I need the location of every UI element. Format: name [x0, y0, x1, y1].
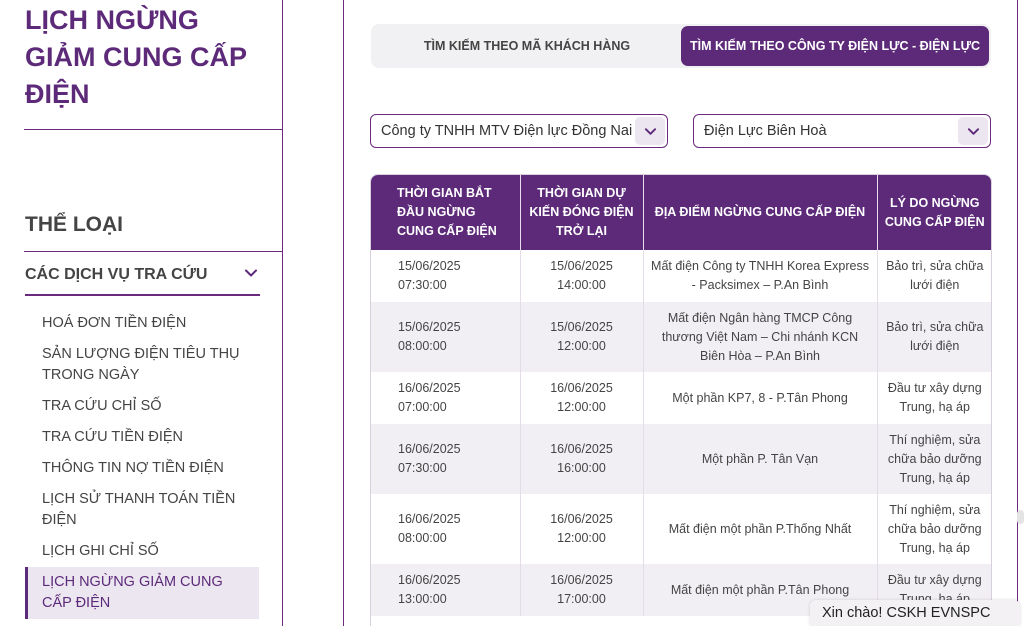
cell-location: Mất điện một phần P.Thống Nhất — [643, 494, 878, 564]
sidebar-item[interactable]: TRA CỨU CHỈ SỐ — [42, 398, 162, 414]
cell-start-time: 16/06/2025 13:00:00 — [371, 564, 521, 616]
main-panel — [343, 0, 1018, 626]
tab-search-by-company[interactable]: TÌM KIẾM THEO CÔNG TY ĐIỆN LỰC - ĐIỆN LỰ… — [681, 26, 989, 66]
sidebar-item[interactable]: LỊCH NGỪNG GIẢM CUNG CẤP ĐIỆN — [25, 567, 259, 619]
sidebar-item[interactable]: HOÁ ĐƠN TIỀN ĐIỆN — [42, 315, 187, 331]
column-header-start-time: Thời gian bắt đầu ngừng cung cấp điện — [371, 175, 521, 250]
cell-end-time: 16/06/2025 17:00:00 — [520, 564, 644, 616]
sidebar-divider — [24, 129, 283, 130]
company-select[interactable]: Công ty TNHH MTV Điện lực Đồng Nai — [370, 114, 668, 148]
table-header-row: Thời gian bắt đầu ngừng cung cấp điện Th… — [371, 175, 991, 250]
sidebar-item[interactable]: LỊCH GHI CHỈ SỐ — [42, 543, 159, 559]
accordion-label: CÁC DỊCH VỤ TRA CỨU — [25, 266, 208, 283]
tab-search-by-customer[interactable]: TÌM KIẾM THEO MÃ KHÁCH HÀNG — [423, 39, 631, 53]
cell-start-time: 15/06/2025 07:30:00 — [371, 250, 521, 302]
category-heading: THỂ LOẠI — [25, 213, 123, 236]
cell-location: Một phần P. Tân Vạn — [643, 424, 878, 494]
lookup-menu: HOÁ ĐƠN TIỀN ĐIỆN SẢN LƯỢNG ĐIỆN TIÊU THỤ… — [25, 308, 259, 619]
sidebar-item[interactable]: THÔNG TIN NỢ TIỀN ĐIỆN — [42, 460, 224, 476]
category-divider — [24, 251, 283, 252]
table-row: 15/06/2025 07:30:00 15/06/2025 14:00:00 Mấ… — [371, 250, 991, 302]
sidebar-item[interactable]: SẢN LƯỢNG ĐIỆN TIÊU THỤ TRONG NGÀY — [42, 346, 240, 383]
column-header-end-time: Thời gian dự kiến đóng điện trở lại — [520, 175, 644, 250]
sidebar-item[interactable]: LỊCH SỬ THANH TOÁN TIỀN ĐIỆN — [42, 491, 236, 528]
outage-schedule-table-container: Thời gian bắt đầu ngừng cung cấp điện Th… — [370, 174, 992, 626]
table-row: 16/06/2025 08:00:00 16/06/2025 12:00:00 Mấ… — [371, 494, 991, 564]
chevron-down-icon — [245, 269, 257, 277]
table-row: 16/06/2025 07:30:00 16/06/2025 16:00:00 Mộ… — [371, 424, 991, 494]
company-select-toggle[interactable] — [635, 117, 665, 145]
cell-end-time: 15/06/2025 12:00:00 — [520, 302, 644, 372]
table-row: 15/06/2025 08:00:00 15/06/2025 12:00:00 Mấ… — [371, 302, 991, 372]
cell-start-time: 16/06/2025 07:00:00 — [371, 372, 521, 424]
cell-end-time: 15/06/2025 14:00:00 — [520, 250, 644, 302]
accordion-lookup-services[interactable]: CÁC DỊCH VỤ TRA CỨU — [25, 261, 260, 296]
cell-reason: Đầu tư xây dựng Trung, hạ áp — [887, 381, 982, 414]
sidebar-item[interactable]: TRA CỨU TIỀN ĐIỆN — [42, 429, 184, 445]
chevron-down-icon — [644, 127, 656, 135]
cell-reason: Thí nghiệm, sửa chữa bảo dưỡng Trung, hạ… — [877, 424, 991, 494]
cell-end-time: 16/06/2025 16:00:00 — [520, 424, 644, 494]
branch-select-value: Điện Lực Biên Hoà — [704, 123, 827, 139]
cell-end-time: 16/06/2025 12:00:00 — [520, 494, 644, 564]
page-title: Lịch ngừng giảm cung cấp điện — [25, 5, 247, 109]
column-header-reason: Lý do ngừng cung cấp điện — [877, 175, 991, 250]
branch-select[interactable]: Điện Lực Biên Hoà — [693, 114, 991, 148]
sidebar: Lịch ngừng giảm cung cấp điện THỂ LOẠI C… — [0, 0, 283, 626]
cell-start-time: 16/06/2025 07:30:00 — [371, 424, 521, 494]
table-row: 16/06/2025 07:00:00 16/06/2025 12:00:00 Mộ… — [371, 372, 991, 424]
chat-support-button[interactable]: Xin chào! CSKH EVNSPC — [810, 600, 1020, 626]
scrollbar-handle[interactable] — [1017, 510, 1024, 524]
cell-location: Một phần KP7, 8 - P.Tân Phong — [643, 372, 878, 424]
cell-end-time: 16/06/2025 12:00:00 — [520, 372, 644, 424]
chevron-down-icon — [967, 127, 979, 135]
cell-reason: Bảo trì, sửa chữa lưới điện — [886, 259, 984, 292]
cell-location: Mất điện Ngân hàng TMCP Công thương Việt… — [643, 302, 878, 372]
column-header-location: Địa điểm ngừng cung cấp điện — [643, 175, 878, 250]
search-tabs: TÌM KIẾM THEO MÃ KHÁCH HÀNG TÌM KIẾM THE… — [371, 24, 991, 68]
outage-schedule-table: Thời gian bắt đầu ngừng cung cấp điện Th… — [371, 175, 991, 616]
branch-select-toggle[interactable] — [958, 117, 988, 145]
company-select-value: Công ty TNHH MTV Điện lực Đồng Nai — [381, 123, 633, 139]
cell-start-time: 15/06/2025 08:00:00 — [371, 302, 521, 372]
cell-reason: Thí nghiệm, sửa chữa bảo dưỡng Trung, hạ… — [887, 502, 982, 555]
cell-start-time: 16/06/2025 08:00:00 — [371, 494, 521, 564]
cell-reason: Bảo trì, sửa chữa lưới điện — [877, 302, 991, 372]
cell-location: Mất điện Công ty TNHH Korea Express - Pa… — [643, 250, 878, 302]
